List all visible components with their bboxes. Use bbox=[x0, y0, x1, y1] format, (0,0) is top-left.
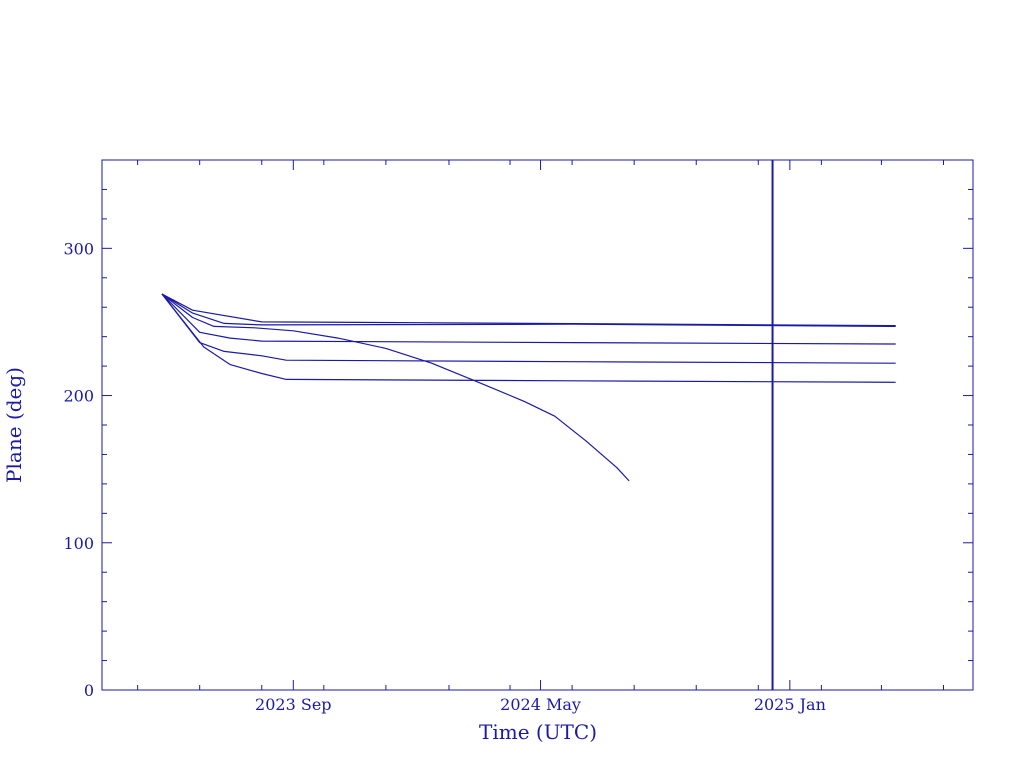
series-line-2 bbox=[161, 293, 896, 327]
x-tick-label: 2023 Sep bbox=[255, 695, 331, 714]
series-line-4 bbox=[161, 293, 896, 345]
series-layer bbox=[161, 293, 896, 482]
label-layer: 0 100 200 300 2023 Sep 2024 May 2025 Jan bbox=[63, 239, 825, 714]
y-axis-title: Plane (deg) bbox=[2, 367, 26, 483]
x-axis-title: Time (UTC) bbox=[479, 720, 597, 744]
x-tick-label: 2025 Jan bbox=[754, 695, 826, 714]
series-line-3 bbox=[161, 293, 630, 482]
y-tick-label: 200 bbox=[63, 387, 94, 406]
y-tick-label: 100 bbox=[63, 534, 94, 553]
y-tick-label: 300 bbox=[63, 239, 94, 258]
series-line-1 bbox=[161, 293, 896, 327]
plot-frame bbox=[101, 159, 974, 691]
series-line-6 bbox=[161, 293, 896, 383]
y-tick-label: 0 bbox=[84, 681, 94, 700]
x-tick-label: 2024 May bbox=[500, 695, 581, 714]
tick-layer bbox=[102, 159, 973, 691]
plot-area bbox=[101, 159, 974, 691]
